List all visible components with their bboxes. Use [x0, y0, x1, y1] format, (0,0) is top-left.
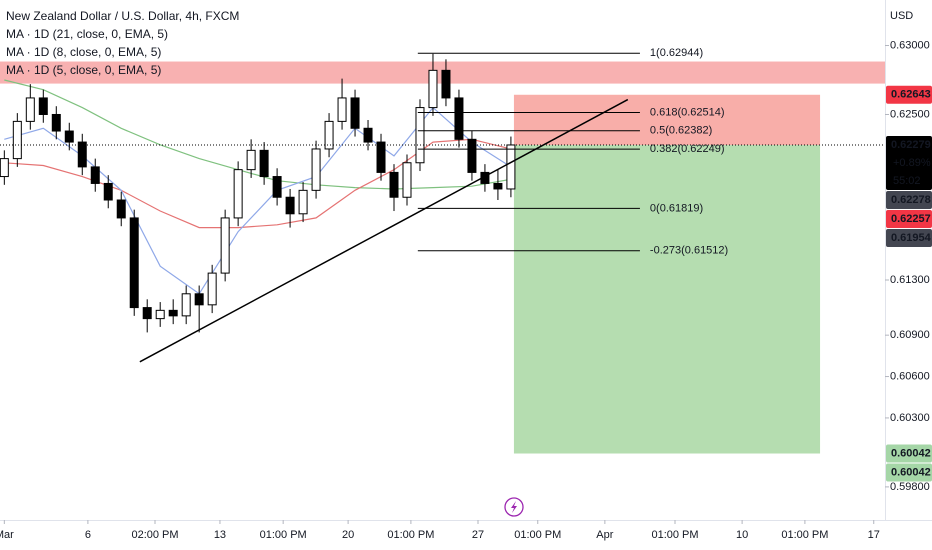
fib-label: 0.618(0.62514)	[650, 106, 725, 118]
fib-label: -0.273(0.61512)	[650, 245, 728, 257]
x-tick-label: 01:00 PM	[387, 529, 434, 541]
candle-body	[103, 182, 113, 201]
candle-body	[298, 189, 308, 215]
price-tag-label: 0.62278	[891, 194, 931, 206]
y-tick-label: 0.60600	[890, 370, 930, 382]
y-tick-label: 0.63000	[890, 39, 930, 51]
price-tag	[886, 85, 932, 104]
chart-title: New Zealand Dollar / U.S. Dollar, 4h, FX…	[6, 9, 239, 23]
candle-body	[259, 149, 269, 178]
candle-body	[428, 69, 438, 109]
candle-body	[350, 97, 360, 129]
x-tick-label: 27	[472, 529, 484, 541]
candle-body	[311, 148, 321, 191]
moving-average-line	[4, 106, 512, 295]
candle-body	[246, 149, 256, 171]
fib-label: 0.382(0.62249)	[650, 143, 725, 155]
price-tag	[886, 209, 932, 228]
candle-body	[194, 293, 204, 306]
candle-body	[0, 158, 9, 178]
x-tick-label: 01:00 PM	[651, 529, 698, 541]
price-tag-extra: +0.89%	[893, 157, 931, 169]
x-tick-label: 6	[85, 529, 91, 541]
candle-body	[506, 144, 516, 190]
price-tag-extra: 55:02	[893, 175, 921, 187]
stop-zone	[513, 94, 821, 146]
candle-body	[493, 182, 503, 190]
y-tick-label: 0.60300	[890, 412, 930, 424]
plot-area: 1(0.62944) 0.618(0.62514) 0.5(0.62382) 0.38…	[0, 47, 885, 454]
candle-body	[402, 162, 412, 198]
trendline	[139, 98, 629, 363]
x-tick-label: 13	[214, 529, 226, 541]
candle-body	[233, 169, 243, 219]
price-tag	[886, 444, 932, 463]
legend-entry: MA · 1D (8, close, 0, EMA, 5)	[6, 45, 161, 59]
candle-body	[337, 97, 347, 122]
candle-body	[155, 309, 165, 320]
y-tick-label: 0.62500	[890, 108, 930, 120]
y-tick-label: 0.60900	[890, 329, 930, 341]
x-tick-label: Mar	[0, 529, 14, 541]
candle-body	[64, 130, 74, 143]
candle-body	[363, 127, 373, 143]
x-tick-label: 02:00 PM	[131, 529, 178, 541]
price-tag	[886, 135, 932, 190]
candle-body	[415, 107, 425, 164]
candle-body	[77, 141, 87, 168]
candle-body	[220, 217, 230, 274]
y-tick-label: 0.59800	[890, 481, 930, 493]
candle-body	[168, 309, 178, 317]
candle-body	[272, 176, 282, 198]
x-tick-label: 01:00 PM	[514, 529, 561, 541]
price-tag	[886, 190, 932, 209]
candle-body	[376, 141, 386, 173]
price-tag-label: 0.61954	[891, 232, 932, 244]
candle-body	[285, 196, 295, 215]
candle-body	[142, 307, 152, 320]
legend-entry: MA · 1D (21, close, 0, EMA, 5)	[6, 27, 168, 41]
x-tick-label: 20	[342, 529, 354, 541]
candle-body	[12, 120, 22, 160]
overlay: 0.63000 0.62500 0.61300 0.60900 0.60600 0.603…	[0, 27, 932, 541]
x-tick-label: 10	[736, 529, 748, 541]
candle-body	[25, 97, 35, 122]
candle-body	[207, 272, 217, 306]
price-tag	[886, 228, 932, 247]
fib-label: 1(0.62944)	[650, 47, 703, 59]
candle-body	[324, 120, 334, 150]
y-tick-label: 0.61300	[890, 274, 930, 286]
candle-body	[90, 166, 100, 184]
x-tick-label: 17	[868, 529, 880, 541]
moving-average-line	[4, 79, 512, 190]
price-tag-label: 0.62257	[891, 213, 931, 225]
legend-entry: MA · 1D (5, close, 0, EMA, 5)	[6, 63, 161, 77]
x-tick-label: 01:00 PM	[260, 529, 307, 541]
x-tick-label: 01:00 PM	[781, 529, 828, 541]
price-tag	[886, 463, 932, 482]
lightning-icon	[511, 501, 517, 513]
fib-label: 0.5(0.62382)	[650, 125, 712, 137]
currency-label: USD	[890, 10, 913, 22]
candle-body	[389, 171, 399, 198]
candle-body	[129, 217, 139, 309]
candle-body	[441, 69, 451, 99]
candle-body	[467, 138, 477, 173]
candle-body	[38, 97, 48, 115]
moving-average-line	[4, 138, 512, 229]
candle-body	[454, 97, 464, 140]
price-tag-label: 0.60042	[891, 447, 931, 459]
candle-body	[116, 199, 126, 219]
price-tag-label: 0.62279	[891, 139, 931, 151]
fib-label: 0(0.61819)	[650, 202, 703, 214]
candle-body	[51, 113, 61, 132]
price-tag-label: 0.62643	[891, 89, 931, 101]
price-tag-label: 0.60042	[891, 466, 931, 478]
x-tick-label: Apr	[596, 529, 613, 541]
candle-body	[181, 293, 191, 317]
target-zone	[513, 145, 821, 454]
